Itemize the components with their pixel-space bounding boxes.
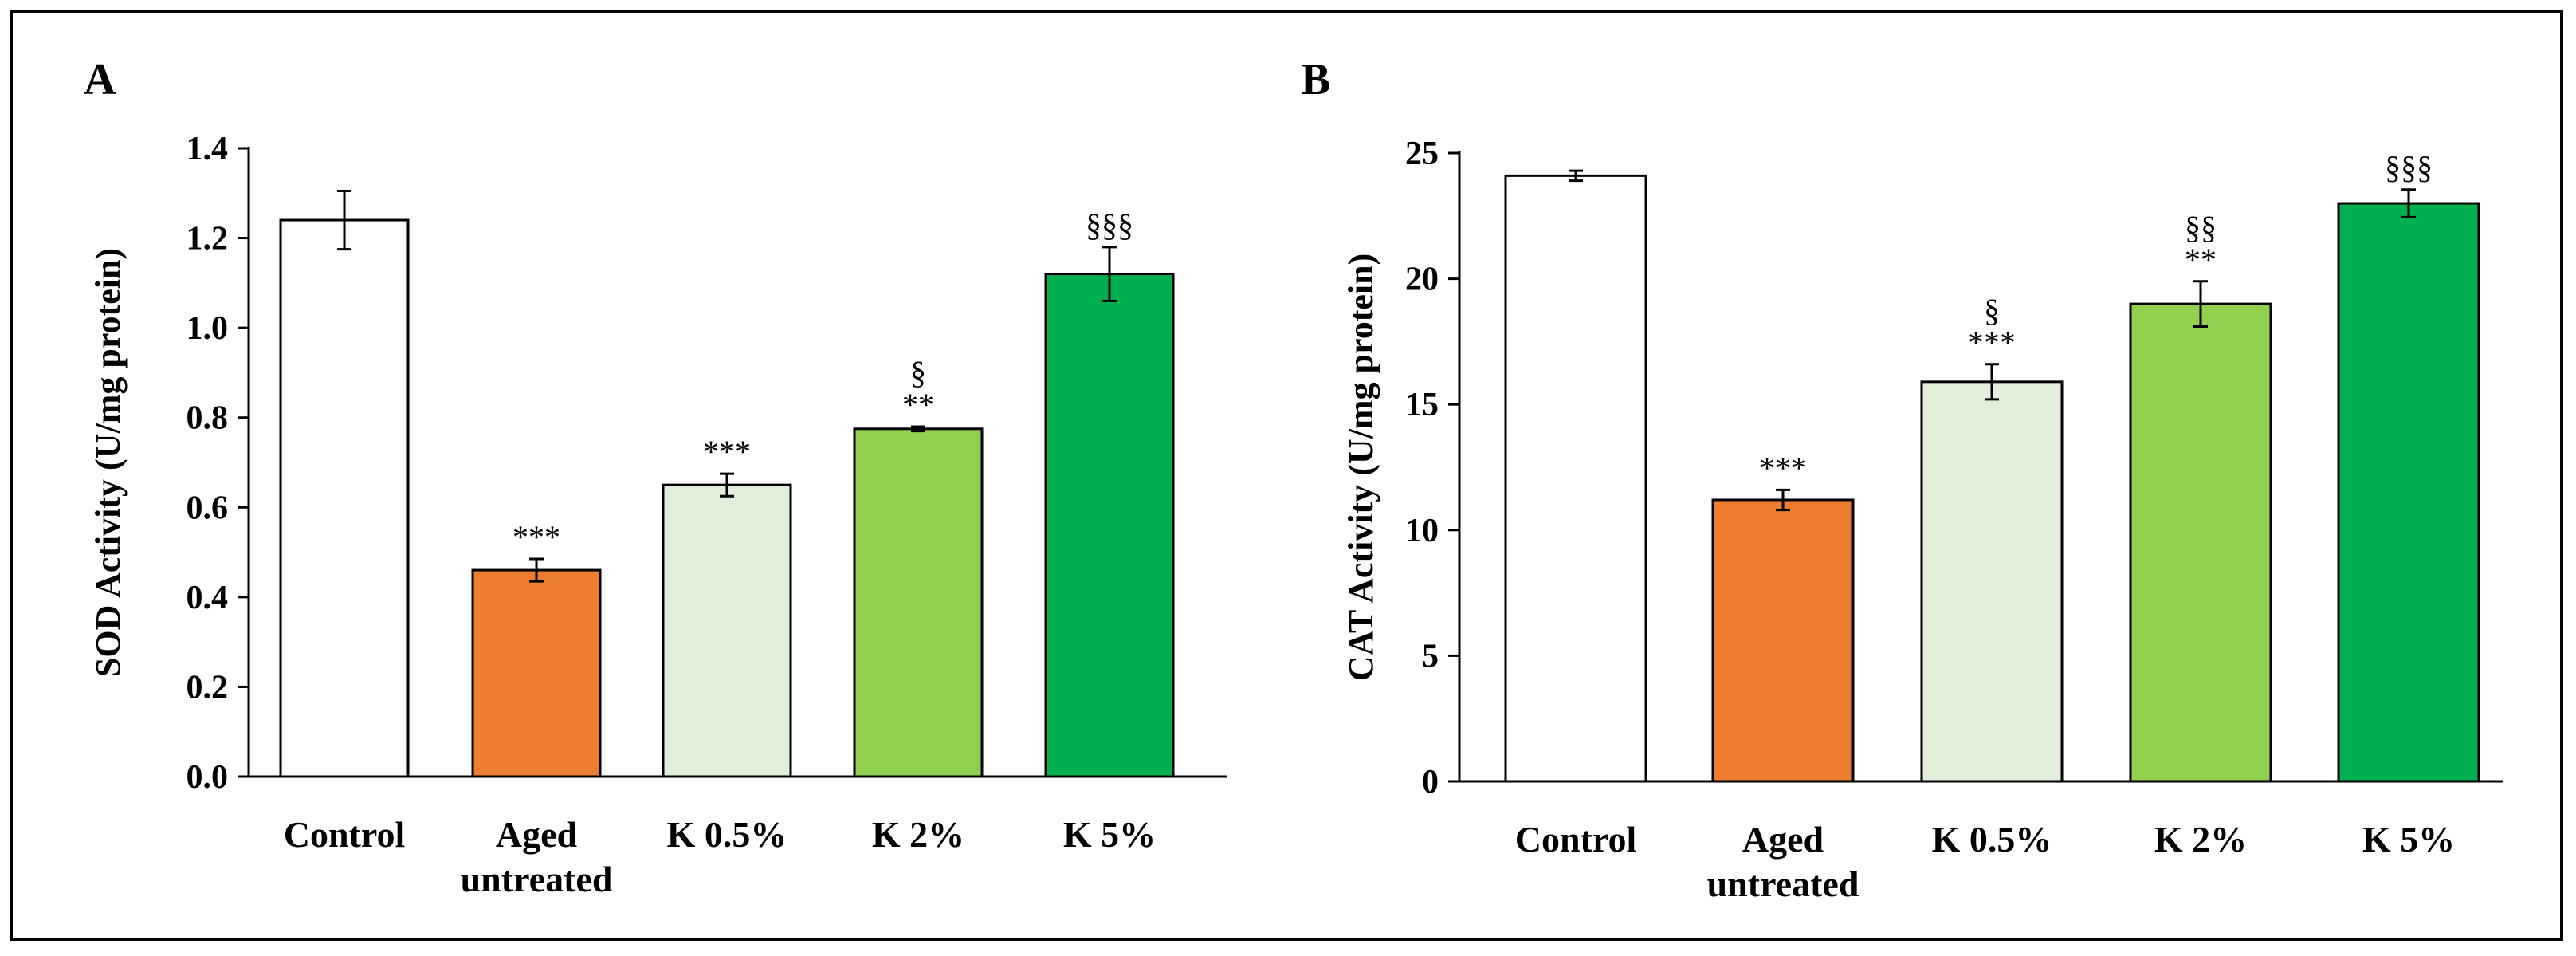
bar xyxy=(1711,498,1855,783)
bar xyxy=(471,568,602,778)
y-tick-label: 0 xyxy=(1422,764,1439,801)
category-label: Control xyxy=(1515,819,1637,860)
bar xyxy=(853,427,984,778)
y-tick-label: 0.6 xyxy=(187,490,229,526)
category-label: K 5% xyxy=(2362,819,2455,860)
y-tick-label: 1.0 xyxy=(187,310,229,347)
panel-letter: A xyxy=(84,55,116,104)
significance-label: ** xyxy=(902,387,934,423)
y-tick-label: 0.2 xyxy=(187,669,229,706)
significance-label: *** xyxy=(1968,325,2016,360)
significance-label: § xyxy=(910,355,926,391)
significance-label: *** xyxy=(703,434,751,470)
y-tick-label: 25 xyxy=(1405,136,1439,172)
category-label: K 0.5% xyxy=(1932,819,2052,860)
y-axis-title: SOD Activity (U/mg protein) xyxy=(88,248,128,677)
significance-label: §§§ xyxy=(1086,207,1133,243)
bar xyxy=(1504,174,1647,783)
significance-label: § xyxy=(1984,293,2000,329)
bar xyxy=(279,218,410,778)
y-tick-label: 0.8 xyxy=(187,400,229,437)
bar xyxy=(662,483,792,778)
category-label: Control xyxy=(284,814,406,855)
category-label: Aged xyxy=(1742,819,1824,860)
category-label: K 2% xyxy=(2154,819,2247,860)
significance-label: §§ xyxy=(2185,210,2217,246)
significance-label: *** xyxy=(512,519,560,555)
y-axis-title: CAT Activity (U/mg protein) xyxy=(1341,254,1380,682)
y-tick-label: 5 xyxy=(1422,638,1439,675)
significance-label: §§§ xyxy=(2385,150,2433,186)
bar xyxy=(1044,273,1175,778)
category-label: untreated xyxy=(1707,864,1859,904)
significance-label: *** xyxy=(1759,450,1807,486)
y-tick-label: 15 xyxy=(1405,387,1439,423)
y-tick-label: 0.4 xyxy=(187,580,229,616)
panel-b-cat-chart: B CAT Activity (U/mg protein) Control *** Ag… xyxy=(1301,55,2503,904)
significance-label: ** xyxy=(2185,242,2217,277)
bar xyxy=(2129,302,2272,783)
category-label: K 2% xyxy=(872,814,964,855)
y-tick-label: 20 xyxy=(1405,262,1439,298)
category-label: K 5% xyxy=(1063,814,1156,855)
category-label: K 0.5% xyxy=(667,814,787,855)
panel-a-sod-chart: A SOD Activity (U/mg protein) Control *** Ag… xyxy=(84,55,1227,899)
y-tick-label: 0.0 xyxy=(187,759,229,796)
y-tick-label: 10 xyxy=(1405,513,1439,549)
category-label: untreated xyxy=(461,859,613,899)
y-tick-label: 1.4 xyxy=(187,131,229,167)
y-tick-label: 1.2 xyxy=(187,221,229,258)
category-label: Aged xyxy=(496,814,578,855)
panel-letter: B xyxy=(1301,55,1330,104)
bar xyxy=(1920,380,2064,783)
bar xyxy=(2337,202,2480,783)
